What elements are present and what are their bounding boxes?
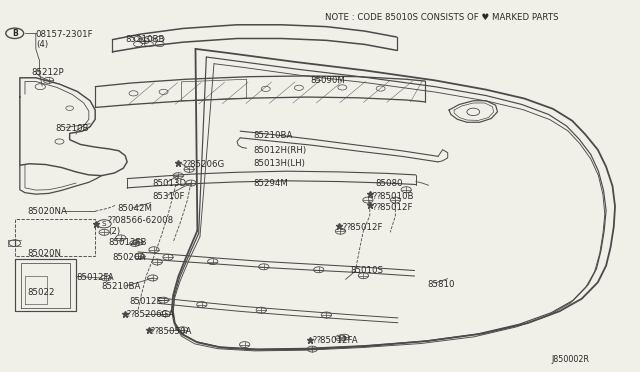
Text: 85294M: 85294M	[253, 179, 288, 187]
Text: ⁇85206G: ⁇85206G	[182, 160, 225, 169]
Text: 85210BA: 85210BA	[102, 282, 141, 291]
Text: NOTE : CODE 85010S CONSISTS OF ♥ MARKED PARTS: NOTE : CODE 85010S CONSISTS OF ♥ MARKED …	[325, 13, 559, 22]
Text: 85810: 85810	[428, 280, 455, 289]
Text: 85013D: 85013D	[153, 179, 187, 187]
Text: 85080: 85080	[376, 179, 403, 187]
Text: 85012FA: 85012FA	[76, 273, 114, 282]
Text: 85020A: 85020A	[113, 253, 146, 262]
Text: ⁇08566-62008
(2): ⁇08566-62008 (2)	[108, 217, 174, 236]
Text: 85022: 85022	[28, 288, 55, 297]
Text: 85310F: 85310F	[153, 192, 185, 201]
Text: ⁇85012F: ⁇85012F	[342, 223, 383, 232]
Text: 85013H(LH): 85013H(LH)	[253, 158, 305, 167]
Text: 08157-2301F
(4): 08157-2301F (4)	[36, 30, 93, 49]
Text: J850002R: J850002R	[551, 355, 589, 364]
Text: 85012E: 85012E	[130, 297, 163, 306]
Text: 85020N: 85020N	[28, 249, 61, 258]
Text: 85210B: 85210B	[55, 124, 88, 133]
Text: 85012FB: 85012FB	[108, 238, 147, 247]
Text: 85210BA: 85210BA	[253, 131, 292, 141]
Text: 85210BB: 85210BB	[125, 35, 164, 44]
Text: 85212P: 85212P	[31, 68, 64, 77]
Text: ⁇85012FA: ⁇85012FA	[312, 336, 358, 346]
Text: ⁇85012F: ⁇85012F	[373, 203, 413, 212]
Text: ⁇85050A: ⁇85050A	[151, 327, 192, 336]
Text: 85020NA: 85020NA	[28, 207, 67, 216]
Text: 85090M: 85090M	[310, 76, 346, 85]
Text: S: S	[102, 221, 106, 227]
Text: ⁇85206GA: ⁇85206GA	[127, 311, 175, 320]
Text: B: B	[12, 29, 18, 38]
Text: 85012H(RH): 85012H(RH)	[253, 146, 306, 155]
Text: ⁇85010B: ⁇85010B	[373, 192, 415, 201]
Text: 85042M: 85042M	[117, 205, 152, 214]
Text: 85010S: 85010S	[351, 266, 383, 275]
